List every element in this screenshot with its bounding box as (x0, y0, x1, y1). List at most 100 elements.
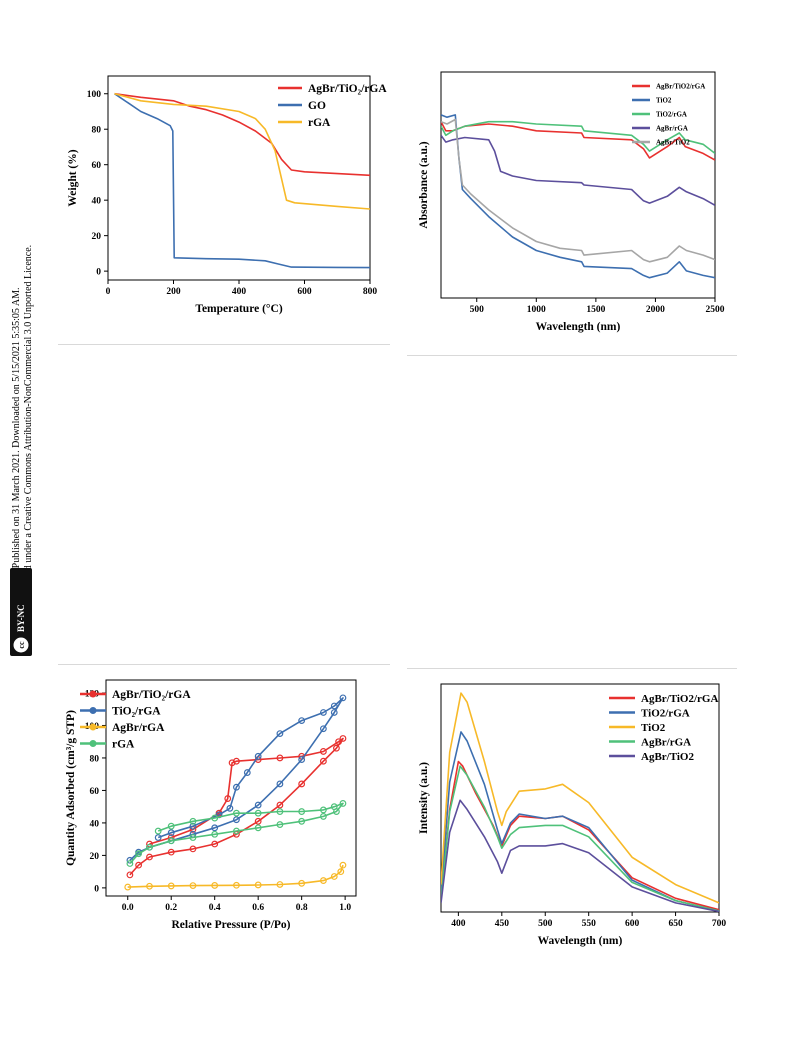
legend-label-tio2: TiO2 (656, 96, 672, 104)
x-tick-label: 2500 (706, 305, 725, 315)
legend-label-rga: rGA (308, 117, 331, 129)
data-point-tio-rga (298, 717, 306, 725)
data-point-agbr-tio-rga (167, 848, 175, 856)
y-tick-label: 80 (92, 126, 102, 136)
x-axis-title: Relative Pressure (P/Po) (171, 919, 290, 931)
x-tick-label: 0.6 (252, 903, 264, 913)
y-tick-label: 80 (90, 754, 100, 764)
data-point-rga (330, 803, 338, 811)
legend-marker-tio-rga (89, 707, 97, 714)
plot-frame (107, 75, 371, 281)
data-point-agbr-tio-rga (298, 780, 306, 788)
data-point-agbr-tio-rga (276, 801, 284, 809)
data-point-agbr-rga (339, 861, 347, 869)
x-tick-label: 500 (538, 919, 553, 929)
data-point-agbr-tio-rga (319, 757, 327, 765)
series-line-agbr-rga (441, 765, 719, 912)
data-point-agbr-rga (189, 882, 197, 890)
legend-marker-agbr-rga (89, 723, 97, 731)
side-note: Open Access Article. Published on 31 Mar… (8, 30, 34, 660)
data-point-rga (339, 800, 347, 807)
x-tick-label: 550 (582, 919, 597, 929)
legend-label-agbr-tio-rga: AgBr/TiO₂/rGA (112, 689, 191, 701)
data-point-agbr-tio-rga (339, 735, 347, 742)
separator-right-bottom (407, 668, 737, 669)
x-axis-title: Wavelength (nm) (536, 321, 621, 333)
data-point-rga (211, 814, 219, 822)
legend-label-agbr-rga: AgBr/rGA (641, 736, 691, 748)
data-point-agbr-rga (211, 882, 219, 889)
bet-chart: 0.00.20.40.60.81.0020406080100120Relativ… (65, 679, 357, 931)
legend-label-tio2: TiO2 (641, 722, 666, 734)
legend-marker-agbr-tio-rga (89, 690, 97, 698)
side-note-line1: Open Access Article. Published on 31 Mar… (11, 288, 22, 655)
data-point-tio-rga (189, 822, 197, 830)
data-point-tio-rga (254, 801, 262, 809)
data-point-rga (276, 808, 284, 815)
data-point-agbr-rga (298, 879, 306, 887)
legend-label-rga: rGA (112, 739, 135, 751)
badge-cc-text: cc (17, 641, 26, 649)
x-tick-label: 800 (363, 287, 378, 297)
x-axis-title: Wavelength (nm) (538, 935, 623, 947)
side-note-line2: This article is licensed under a Creativ… (23, 245, 34, 655)
series-line-go (114, 93, 370, 269)
data-point-agbr-tio-rga (224, 795, 232, 802)
data-point-tio-rga (211, 824, 219, 832)
x-tick-label: 0 (106, 287, 111, 297)
legend-label-agbr-tio2-rga: AgBr/TiO2/rGA (641, 693, 718, 705)
x-tick-label: 0.8 (296, 903, 308, 913)
x-tick-label: 200 (166, 287, 181, 297)
x-tick-label: 600 (625, 919, 640, 929)
data-point-rga (189, 817, 197, 825)
y-tick-label: 60 (90, 787, 100, 797)
y-tick-label: 0 (96, 268, 101, 278)
x-axis-title: Temperature (°C) (195, 303, 282, 315)
cc-license-badge: cc BY-NC (8, 568, 34, 663)
data-point-rga (298, 808, 306, 815)
plot-frame (440, 683, 720, 913)
data-point-rga (319, 813, 327, 820)
x-tick-label: 0.2 (165, 903, 177, 913)
x-tick-label: 700 (712, 919, 727, 929)
data-point-tio-rga (330, 702, 338, 710)
uvvis-chart: 500 1000 1500 2000 2500 Wavelength (nm) Absorb… (418, 71, 725, 333)
tga-chart: 0 200 400 600 800 0 20 40 60 80 100 Temperature (°C… (67, 75, 387, 315)
legend-label-tio2-rga: TiO2/rGA (656, 110, 687, 118)
series-line-agbr-rga (127, 864, 344, 888)
legend-label-agbr-rga: AgBr/rGA (112, 722, 165, 734)
data-point-tio-rga (319, 725, 327, 733)
data-point-agbr-tio-rga (228, 759, 236, 767)
data-point-agbr-rga (254, 881, 262, 889)
data-point-agbr-rga (276, 881, 284, 888)
legend-label-agbr-tio-rga: AgBr/TiO₂/rGA (308, 83, 387, 95)
x-tick-label: 0.4 (209, 903, 221, 913)
series-line-rga (129, 802, 344, 865)
y-axis-title: Weight (%) (67, 149, 79, 206)
data-point-agbr-tio-rga (276, 754, 284, 762)
data-point-tio-rga (276, 780, 284, 788)
data-point-agbr-tio-rga (211, 840, 219, 848)
y-tick-label: 20 (92, 232, 102, 242)
data-point-rga (126, 860, 134, 867)
data-point-tio-rga (233, 816, 240, 824)
uvvis-chart-panel: 500 1000 1500 2000 2500 Wavelength (nm) Absorb… (405, 62, 735, 340)
data-point-agbr-tio-rga (135, 861, 143, 869)
data-point-rga (254, 824, 262, 832)
badge-by-nc-text: BY-NC (16, 604, 26, 632)
legend-label-agbr-tio2-rga: AgBr/TiO2/rGA (656, 82, 705, 90)
legend-label-tio-rga: TiO₂/rGA (112, 706, 161, 718)
data-point-agbr-tio-rga (333, 744, 340, 752)
y-tick-label: 40 (92, 197, 102, 207)
x-tick-label: 600 (297, 287, 312, 297)
series-line-rga (114, 92, 370, 210)
data-point-agbr-rga (146, 882, 153, 890)
data-point-agbr-rga (319, 877, 327, 884)
y-tick-label: 40 (90, 819, 100, 829)
data-point-tio-rga (233, 783, 240, 791)
legend-label-agbr-rga: AgBr/rGA (656, 124, 688, 132)
separator-right-top (407, 355, 737, 356)
data-point-tio-rga (167, 829, 175, 837)
x-tick-label: 2000 (646, 305, 665, 315)
data-point-rga (189, 834, 197, 841)
